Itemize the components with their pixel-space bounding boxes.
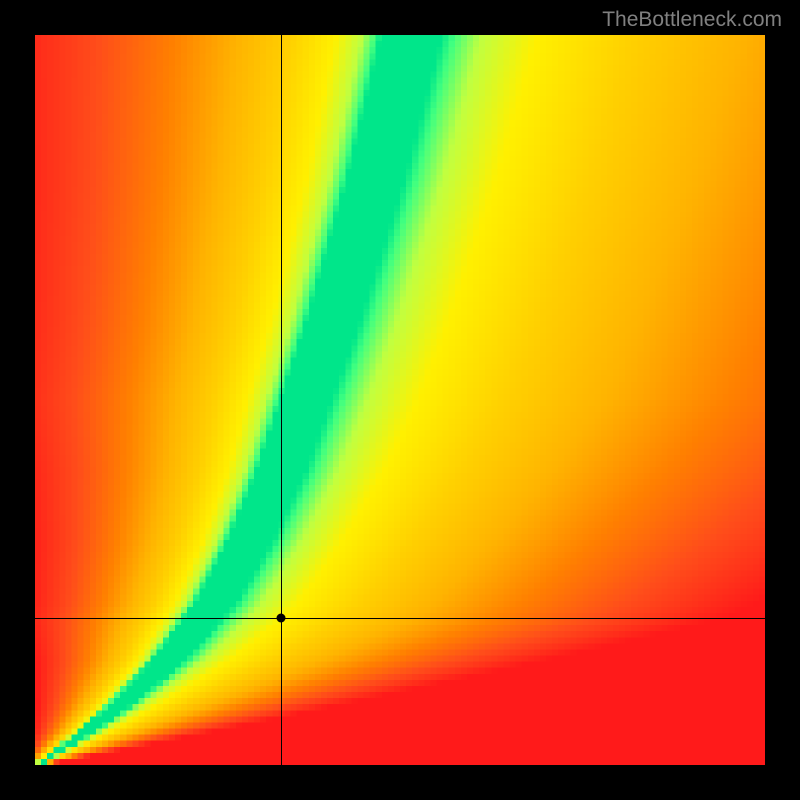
marker-dot xyxy=(277,613,286,622)
watermark-text: TheBottleneck.com xyxy=(602,8,782,32)
heatmap-plot xyxy=(35,35,765,765)
crosshair-horizontal xyxy=(35,618,765,619)
heatmap-canvas xyxy=(35,35,765,765)
crosshair-vertical xyxy=(281,35,282,765)
